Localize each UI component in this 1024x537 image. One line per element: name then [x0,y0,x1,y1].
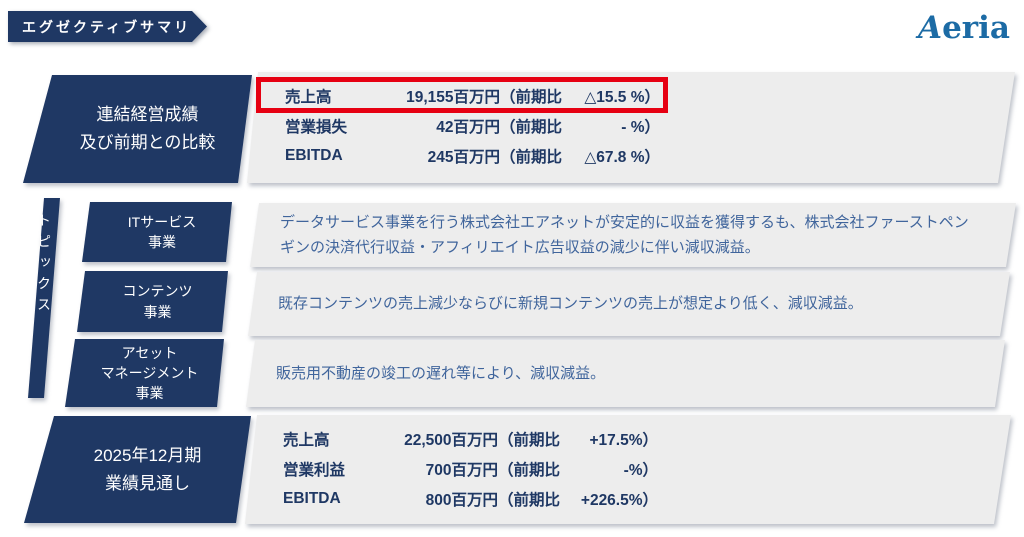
topic-desc-asset-management: 販売用不動産の竣工の遅れ等により、減収減益。 [246,340,1005,407]
banner-arrow-shape [8,11,207,42]
topics-label: トピックス [36,213,52,318]
topic-description: データサービス事業を行う株式会社エアネットが安定的に収益を獲得するも、株式会社フ… [280,213,969,257]
metric-label: EBITDA [283,490,341,507]
topic-title-line: 事業 [143,303,172,320]
metric-amount: 245百万円 [427,149,500,166]
topic-description: 販売用不動産の竣工の遅れ等により、減収減益。 [276,364,606,382]
header-banner: エグゼクティブサマリ [8,11,207,42]
metric-pct: △15.5 %） [584,89,661,106]
metric-label: 売上高 [283,432,330,449]
topic-box-it-service-shape [82,202,232,262]
metric-pct: -%） [623,462,659,479]
topic-box-asset-management: アセット マネージメント 事業 [65,339,224,407]
metric-amount: 19,155百万円 [406,89,500,106]
company-logo: Aeria [918,10,1010,46]
metric-yoy: （前期比 [500,119,563,136]
metric-yoy: （前期比 [498,492,561,509]
forecast-label-line1: 2025年12月期 [93,445,202,465]
topic-desc-content-shape [248,272,1010,336]
metric-amount: 22,500百万円 [404,432,498,449]
results-label-box: 連結経営成績 及び前期との比較 [23,75,252,183]
revenue-highlight-box [256,77,668,113]
forecast-label-box: 2025年12月期 業績見通し [24,416,251,523]
results-row-ebitda: EBITDA 245百万円 （前期比 △67.8 %） [285,141,1024,171]
topic-title-line: 事業 [148,234,176,250]
topic-title-line: アセット [121,344,178,361]
results-label-line1: 連結経営成績 [96,105,199,125]
topic-desc-it-service-shape [250,203,1016,267]
metric-pct: △67.8 %） [584,149,661,166]
metric-label: 営業利益 [283,462,346,479]
metric-amount: 42百万円 [436,119,500,136]
results-row-revenue: 売上高 19,155百万円 （前期比 △15.5 %） [285,81,1024,111]
metric-label: 売上高 [285,89,332,106]
forecast-panel: 売上高 22,500百万円 （前期比 +17.5%） 営業利益 700百万円 （… [245,415,1011,524]
forecast-row-revenue: 売上高 22,500百万円 （前期比 +17.5%） [283,424,1024,454]
results-row-operating-loss: 営業損失 42百万円 （前期比 - %） [285,111,1024,141]
metric-amount: 700百万円 [425,462,498,479]
topic-box-asset-management-shape [65,339,224,407]
topic-title-line: マネージメント [100,364,199,381]
forecast-panel-shape [245,415,1011,524]
forecast-row-ebitda: EBITDA 800百万円 （前期比 +226.5%） [283,484,1024,514]
topics-vertical-bar: トピックス [28,198,60,398]
metric-yoy: （前期比 [500,89,563,106]
forecast-label: 2025年12月期 業績見通し [24,416,261,523]
metric-pct: +226.5%） [580,492,659,509]
topic-desc-asset-management-shape [246,340,1005,407]
results-label-box-shape [23,75,252,183]
topic-title-line: 事業 [135,385,164,402]
topic-box-content: コンテンツ 事業 [77,271,228,332]
metric-label: EBITDA [285,147,343,164]
metric-pct: - %） [621,119,661,136]
topic-desc-content: 既存コンテンツの売上減少ならびに新規コンテンツの売上が想定より低く、減収減益。 [248,272,1010,336]
results-label-line2: 及び前期との比較 [79,133,216,152]
metric-yoy: （前期比 [498,432,561,449]
forecast-label-box-shape [24,416,251,523]
banner-label: エグゼクティブサマリ [22,18,192,35]
metric-yoy: （前期比 [500,149,563,166]
topic-title-line: ITサービス [127,213,197,230]
metric-amount: 800百万円 [425,492,498,509]
topic-desc-it-service: データサービス事業を行う株式会社エアネットが安定的に収益を獲得するも、株式会社フ… [250,203,1016,267]
metric-pct: +17.5%） [589,432,659,449]
results-panel-shape [247,72,1015,183]
results-label: 連結経営成績 及び前期との比較 [23,75,262,183]
metric-label: 営業損失 [285,119,348,136]
topic-description: 既存コンテンツの売上減少ならびに新規コンテンツの売上が想定より低く、減収減益。 [278,295,863,313]
results-panel: 売上高 19,155百万円 （前期比 △15.5 %） 営業損失 42百万円 （… [247,72,1015,183]
topic-box-it-service: ITサービス 事業 [82,202,232,262]
topic-box-content-shape [77,271,228,332]
forecast-label-line2: 業績見通し [105,473,190,493]
metric-yoy: （前期比 [498,462,561,479]
topic-title-line: コンテンツ [122,283,193,300]
forecast-row-operating-profit: 営業利益 700百万円 （前期比 -%） [283,454,1024,484]
